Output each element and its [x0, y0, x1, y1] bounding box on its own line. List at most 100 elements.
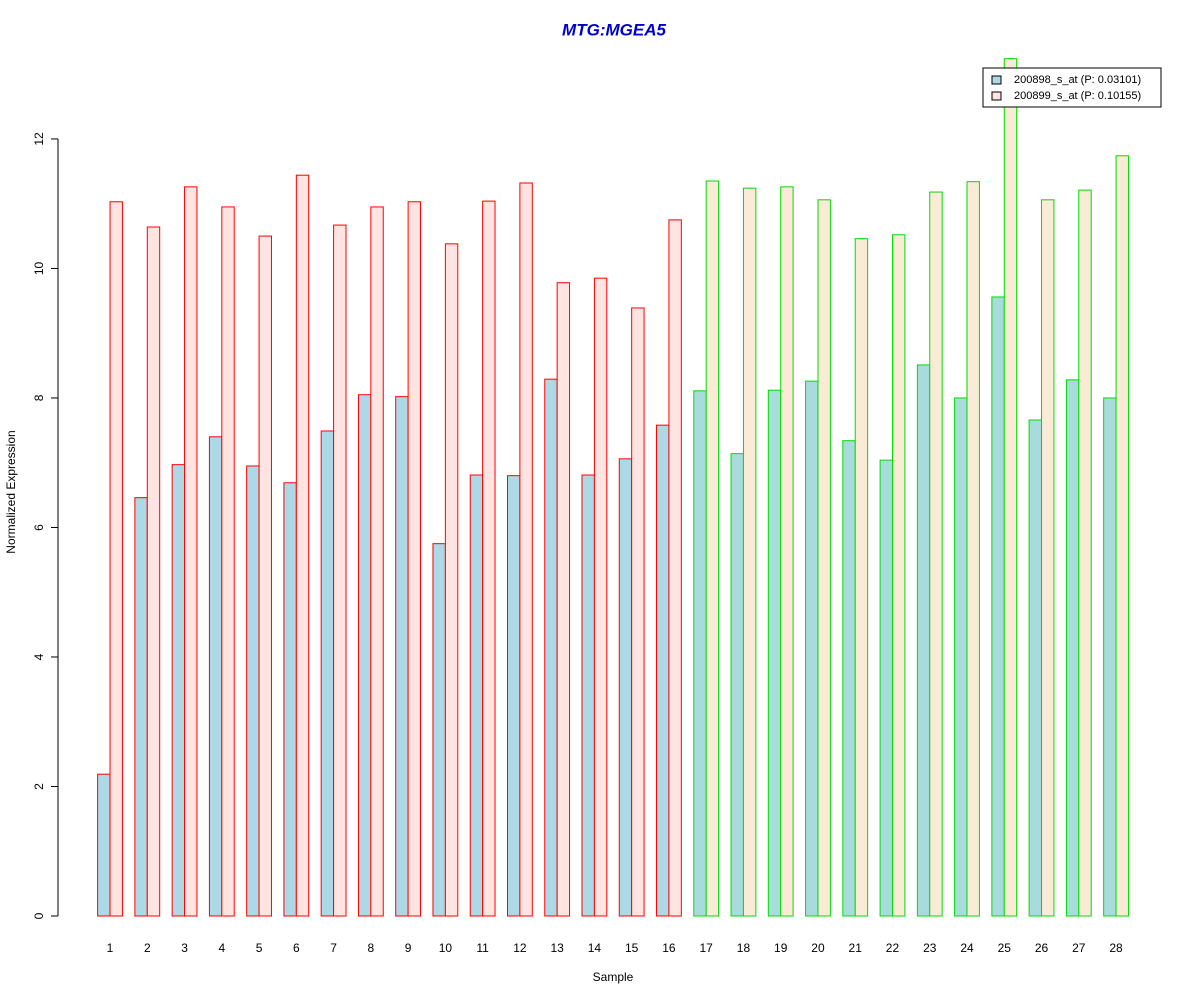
y-tick-label: 10	[32, 261, 46, 275]
x-tick-label: 25	[998, 941, 1012, 955]
bar	[817, 199, 831, 917]
bar	[581, 474, 595, 917]
bar	[705, 180, 720, 917]
bar	[668, 219, 682, 917]
bar	[656, 424, 670, 917]
x-tick-label: 4	[218, 941, 225, 955]
bar	[506, 475, 521, 917]
chart-title: MTG:MGEA5	[562, 20, 666, 39]
bar	[482, 200, 496, 917]
bar	[370, 206, 384, 917]
bar	[966, 181, 980, 917]
x-tick-label: 12	[513, 941, 527, 955]
bar	[469, 474, 484, 917]
x-tick-label: 6	[293, 941, 300, 955]
legend-label: 200898_s_at (P: 0.03101)	[1014, 74, 1141, 86]
bar	[146, 226, 161, 917]
bar	[1003, 58, 1018, 917]
bar	[283, 482, 297, 917]
bar	[184, 186, 198, 917]
bar	[208, 436, 223, 917]
bar	[916, 364, 931, 917]
legend-label: 200899_s_at (P: 0.10155)	[1014, 90, 1141, 102]
x-tick-label: 5	[256, 941, 263, 955]
x-tick-label: 1	[107, 941, 114, 955]
x-tick-label: 23	[923, 941, 937, 955]
x-tick-label: 15	[625, 941, 639, 955]
bar	[1041, 199, 1055, 917]
bar	[730, 453, 744, 917]
x-tick-label: 9	[405, 941, 412, 955]
y-tick-label: 2	[32, 783, 46, 790]
bar	[97, 773, 111, 917]
bar	[954, 397, 968, 917]
x-tick-label: 26	[1035, 941, 1049, 955]
x-tick-label: 20	[811, 941, 825, 955]
bar	[432, 543, 446, 917]
bar	[1103, 397, 1117, 917]
bar	[544, 378, 558, 917]
bar	[519, 182, 533, 917]
x-tick-label: 3	[181, 941, 188, 955]
bar	[333, 224, 347, 917]
bar	[134, 497, 148, 917]
bar	[1115, 155, 1129, 917]
bar	[854, 238, 869, 917]
legend-swatch	[991, 91, 1002, 101]
bar	[693, 390, 707, 917]
bar	[395, 396, 409, 917]
bar	[1065, 379, 1080, 917]
x-tick-label: 17	[700, 941, 714, 955]
y-tick-label: 8	[32, 394, 46, 401]
bar	[1078, 189, 1092, 917]
bar	[929, 191, 943, 917]
bar	[891, 234, 906, 917]
bar	[767, 389, 782, 917]
x-tick-label: 18	[737, 941, 751, 955]
x-tick-label: 11	[476, 941, 489, 955]
x-tick-label: 21	[849, 941, 863, 955]
bar	[109, 201, 123, 917]
bar	[1028, 419, 1043, 917]
bar	[879, 459, 893, 917]
x-tick-label: 14	[588, 941, 602, 955]
x-tick-label: 22	[886, 941, 900, 955]
bar	[593, 277, 608, 917]
x-tick-label: 7	[330, 941, 337, 955]
x-tick-label: 13	[550, 941, 564, 955]
bar	[295, 174, 310, 917]
bar	[780, 186, 794, 917]
x-tick-label: 24	[960, 941, 974, 955]
x-axis-label: Sample	[593, 970, 634, 984]
bar	[631, 307, 645, 917]
bar	[357, 394, 372, 917]
bar	[407, 201, 422, 917]
bar	[842, 440, 856, 917]
bar	[246, 465, 260, 917]
y-tick-label: 12	[32, 132, 46, 146]
bar	[258, 235, 272, 917]
x-tick-label: 2	[144, 941, 151, 955]
x-tick-label: 16	[662, 941, 676, 955]
y-tick-label: 0	[32, 912, 46, 919]
bar	[805, 380, 819, 917]
x-tick-label: 28	[1109, 941, 1123, 955]
legend-swatch	[991, 75, 1002, 85]
x-tick-label: 10	[439, 941, 453, 955]
y-tick-label: 6	[32, 524, 46, 531]
y-tick-label: 4	[32, 653, 46, 660]
bar	[444, 243, 459, 917]
bar	[618, 458, 633, 917]
bar	[556, 282, 571, 917]
x-tick-label: 27	[1072, 941, 1086, 955]
x-tick-label: 19	[774, 941, 788, 955]
bar	[991, 296, 1005, 917]
bar	[320, 430, 335, 917]
bar	[221, 206, 235, 917]
y-axis-label: Normalized Expression	[4, 430, 18, 553]
x-tick-label: 8	[368, 941, 375, 955]
bar	[742, 187, 757, 917]
bar	[171, 464, 186, 917]
legend-box	[982, 67, 1162, 108]
